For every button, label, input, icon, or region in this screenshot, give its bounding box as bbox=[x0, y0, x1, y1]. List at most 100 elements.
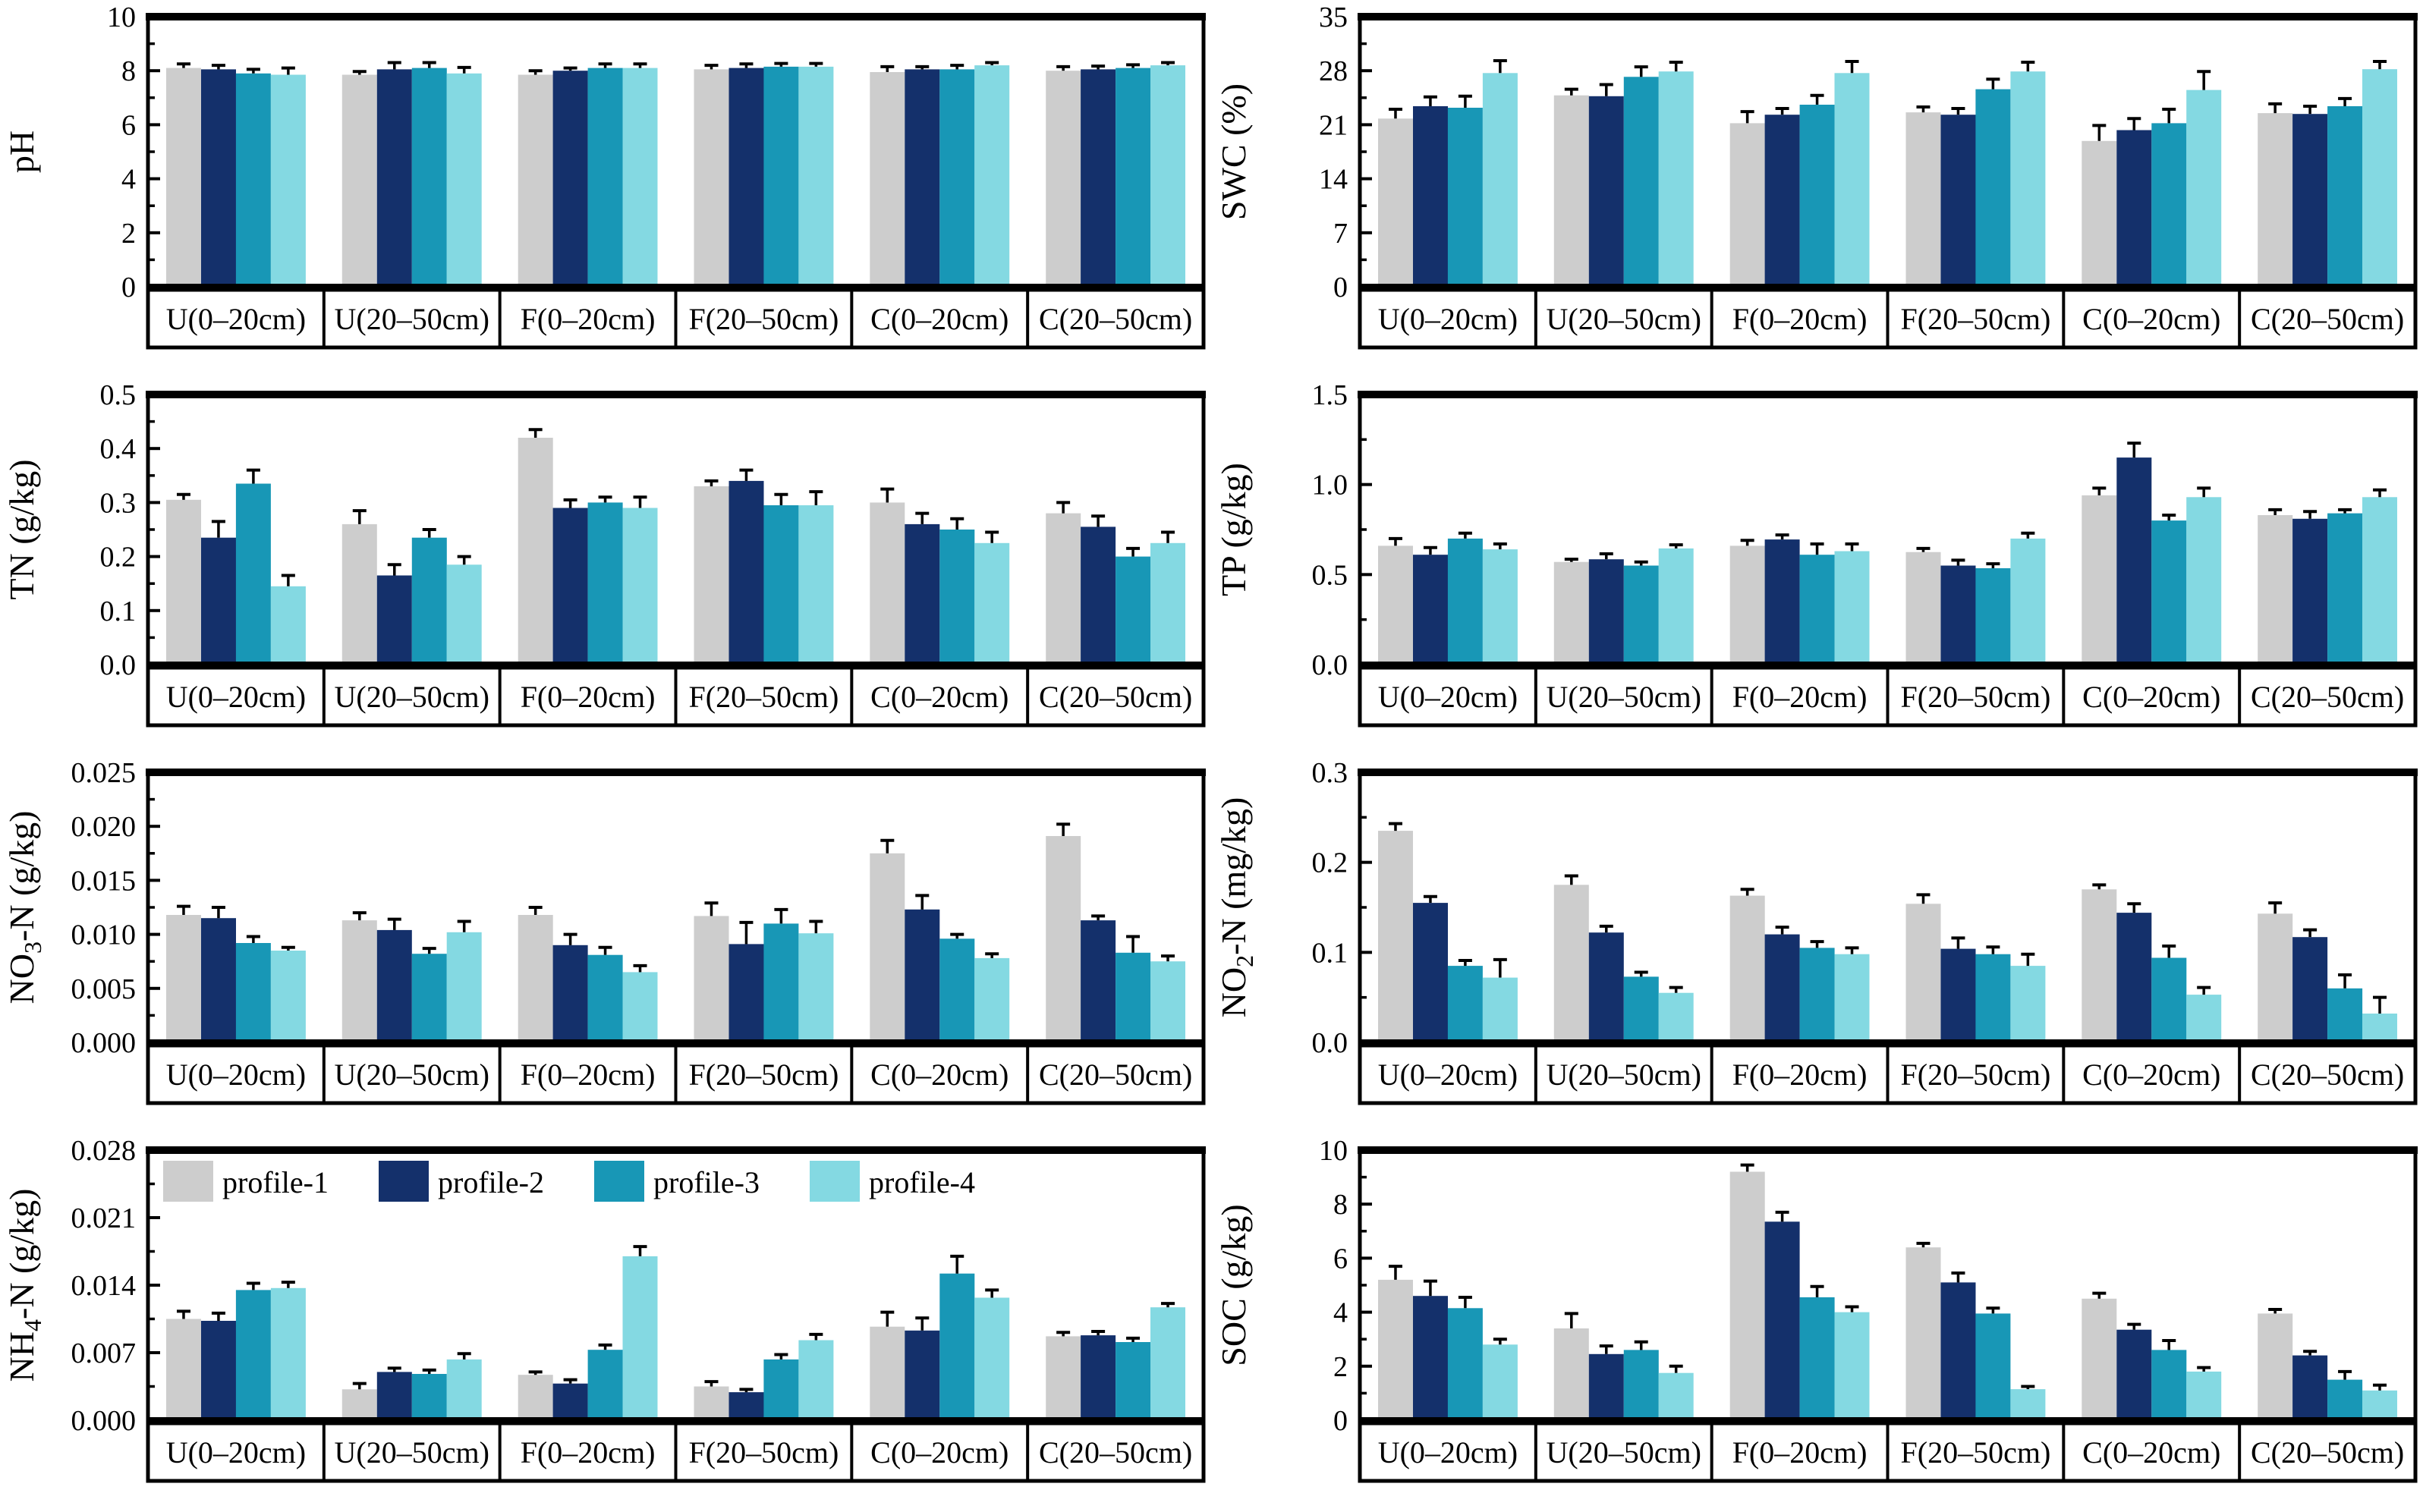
bar-profile-1 bbox=[2258, 1313, 2293, 1420]
chart-svg-tp: 0.0 0.5 1.0 1.5 TP (g/kg) U(0–20cm) U(20–50cm)… bbox=[1214, 379, 2418, 728]
bar-profile-3 bbox=[1447, 108, 1483, 287]
bar-profile-2 bbox=[1588, 932, 1624, 1042]
bar-profile-3 bbox=[939, 1273, 975, 1420]
bar-profile-2 bbox=[376, 69, 412, 288]
bar-profile-1 bbox=[341, 1389, 377, 1420]
bar-profile-2 bbox=[201, 918, 236, 1042]
bar-profile-4 bbox=[2362, 69, 2397, 287]
bar-profile-3 bbox=[2151, 520, 2187, 665]
bar-profile-4 bbox=[798, 933, 834, 1042]
bar-profile-2 bbox=[552, 945, 588, 1042]
bar-profile-1 bbox=[1553, 1328, 1589, 1420]
bar-profile-1 bbox=[341, 523, 377, 665]
bar-profile-4 bbox=[2186, 995, 2222, 1042]
bar-profile-4 bbox=[2010, 71, 2046, 287]
bar-profile-3 bbox=[587, 1350, 623, 1420]
category-label: C(0–20cm) bbox=[870, 680, 1009, 714]
bar-profile-2 bbox=[201, 69, 236, 288]
bar-profile-2 bbox=[1081, 69, 1116, 288]
bar-profile-2 bbox=[728, 480, 764, 665]
bar-profile-1 bbox=[694, 1386, 729, 1420]
bar-profile-1 bbox=[166, 1319, 201, 1420]
y-tick-label: 4 bbox=[1333, 1297, 1348, 1329]
bar-profile-1 bbox=[870, 1326, 905, 1420]
chart-svg-ph: 0 2 4 6 8 10 pH U(0–20cm) U(20–50cm) F(0–20cm) F(2… bbox=[2, 2, 1206, 350]
category-label: C(0–20cm) bbox=[870, 1058, 1009, 1092]
y-tick-label: 0.5 bbox=[1312, 559, 1348, 591]
y-tick-label: 0 bbox=[121, 272, 136, 303]
category-label: U(0–20cm) bbox=[1378, 1435, 1518, 1470]
bar-profile-4 bbox=[2186, 497, 2222, 665]
bar-profile-2 bbox=[552, 1383, 588, 1420]
bar-profile-3 bbox=[1975, 1313, 2011, 1420]
bar-profile-4 bbox=[446, 1359, 482, 1420]
bar-profile-2 bbox=[1764, 934, 1800, 1042]
bar-profile-2 bbox=[2292, 114, 2328, 287]
bar-profile-3 bbox=[587, 954, 623, 1042]
chart-svg-no2: 0.0 0.1 0.2 0.3 NO2-N (mg/kg) U(0–20cm) U(20–5… bbox=[1214, 757, 2418, 1105]
y-axis-label: TP (g/kg) bbox=[1214, 463, 1253, 596]
chart-no2-n: 0.0 0.1 0.2 0.3 NO2-N (mg/kg) U(0–20cm) U(20–5… bbox=[1212, 756, 2423, 1133]
bar-profile-4 bbox=[270, 74, 306, 287]
bar-profile-3 bbox=[2327, 106, 2363, 287]
category-label: U(20–50cm) bbox=[1547, 680, 1701, 714]
bar-profile-3 bbox=[411, 537, 447, 665]
y-tick-label: 0.000 bbox=[71, 1405, 137, 1437]
plot-frame bbox=[146, 770, 1206, 1045]
bar-profile-3 bbox=[939, 530, 975, 665]
bar-profile-2 bbox=[905, 909, 940, 1042]
category-label: C(0–20cm) bbox=[2082, 1058, 2220, 1092]
bar-profile-3 bbox=[1116, 952, 1151, 1042]
chart-svg-swc: 0 7 14 21 28 35 SWC (%) U(0–20cm) U(20–50cm) F(0–… bbox=[1214, 2, 2418, 350]
category-label: F(20–50cm) bbox=[1901, 1058, 2051, 1092]
y-tick-label: 0 bbox=[1333, 1405, 1348, 1437]
y-tick-label: 1.0 bbox=[1312, 470, 1348, 501]
bar-profile-2 bbox=[728, 68, 764, 287]
bar-profile-1 bbox=[1378, 831, 1413, 1042]
bar-profile-2 bbox=[1081, 920, 1116, 1042]
bar-profile-4 bbox=[622, 972, 658, 1042]
chart-no3-n: 0.000 0.005 0.010 0.015 0.020 0.025 NO3-N (g/k… bbox=[0, 756, 1212, 1133]
bar-profile-4 bbox=[446, 564, 482, 665]
bar-profile-3 bbox=[1623, 976, 1659, 1042]
legend-swatch-profile-3 bbox=[594, 1161, 644, 1202]
legend-label: profile-4 bbox=[869, 1165, 975, 1199]
y-axis-label: TN (g/kg) bbox=[2, 459, 41, 599]
category-label: U(0–20cm) bbox=[166, 1435, 306, 1470]
bar-profile-2 bbox=[1413, 555, 1448, 665]
category-label: F(20–50cm) bbox=[1901, 680, 2051, 714]
category-label: C(20–50cm) bbox=[1039, 1058, 1192, 1092]
legend-label: profile-3 bbox=[653, 1165, 760, 1199]
bar-profile-4 bbox=[622, 1256, 658, 1420]
category-label: F(0–20cm) bbox=[1732, 302, 1868, 336]
y-tick-label: 0.2 bbox=[1312, 847, 1348, 879]
bar-profile-2 bbox=[1764, 1221, 1800, 1420]
category-label: C(20–50cm) bbox=[2251, 1435, 2404, 1470]
plot-frame bbox=[146, 14, 1206, 289]
bar-profile-4 bbox=[2362, 1390, 2397, 1420]
legend-swatch-profile-2 bbox=[379, 1161, 429, 1202]
bar-profile-2 bbox=[728, 1392, 764, 1420]
bar-profile-3 bbox=[1623, 565, 1659, 665]
category-label: C(0–20cm) bbox=[2082, 680, 2220, 714]
bar-profile-3 bbox=[2327, 1379, 2363, 1420]
bar-profile-1 bbox=[2082, 140, 2117, 287]
bar-profile-3 bbox=[1447, 538, 1483, 665]
chart-svg-no3: 0.000 0.005 0.010 0.015 0.020 0.025 NO3-N (g/k… bbox=[2, 757, 1206, 1105]
bar-profile-3 bbox=[411, 954, 447, 1042]
bar-profile-1 bbox=[1378, 1279, 1413, 1420]
bar-profile-2 bbox=[1588, 96, 1624, 287]
y-tick-label: 10 bbox=[107, 2, 136, 33]
bar-profile-2 bbox=[905, 69, 940, 288]
bar-profile-4 bbox=[2010, 538, 2046, 665]
bar-profile-1 bbox=[2082, 1298, 2117, 1420]
bar-profile-4 bbox=[1150, 542, 1185, 665]
bar-profile-2 bbox=[2292, 518, 2328, 665]
y-tick-label: 0.1 bbox=[1312, 937, 1348, 969]
category-label: C(20–50cm) bbox=[1039, 302, 1192, 336]
y-tick-label: 2 bbox=[1333, 1351, 1348, 1383]
y-tick-label: 14 bbox=[1319, 164, 1348, 196]
bar-profile-4 bbox=[1482, 977, 1518, 1042]
bar-profile-3 bbox=[411, 68, 447, 287]
bar-profile-4 bbox=[1482, 549, 1518, 665]
